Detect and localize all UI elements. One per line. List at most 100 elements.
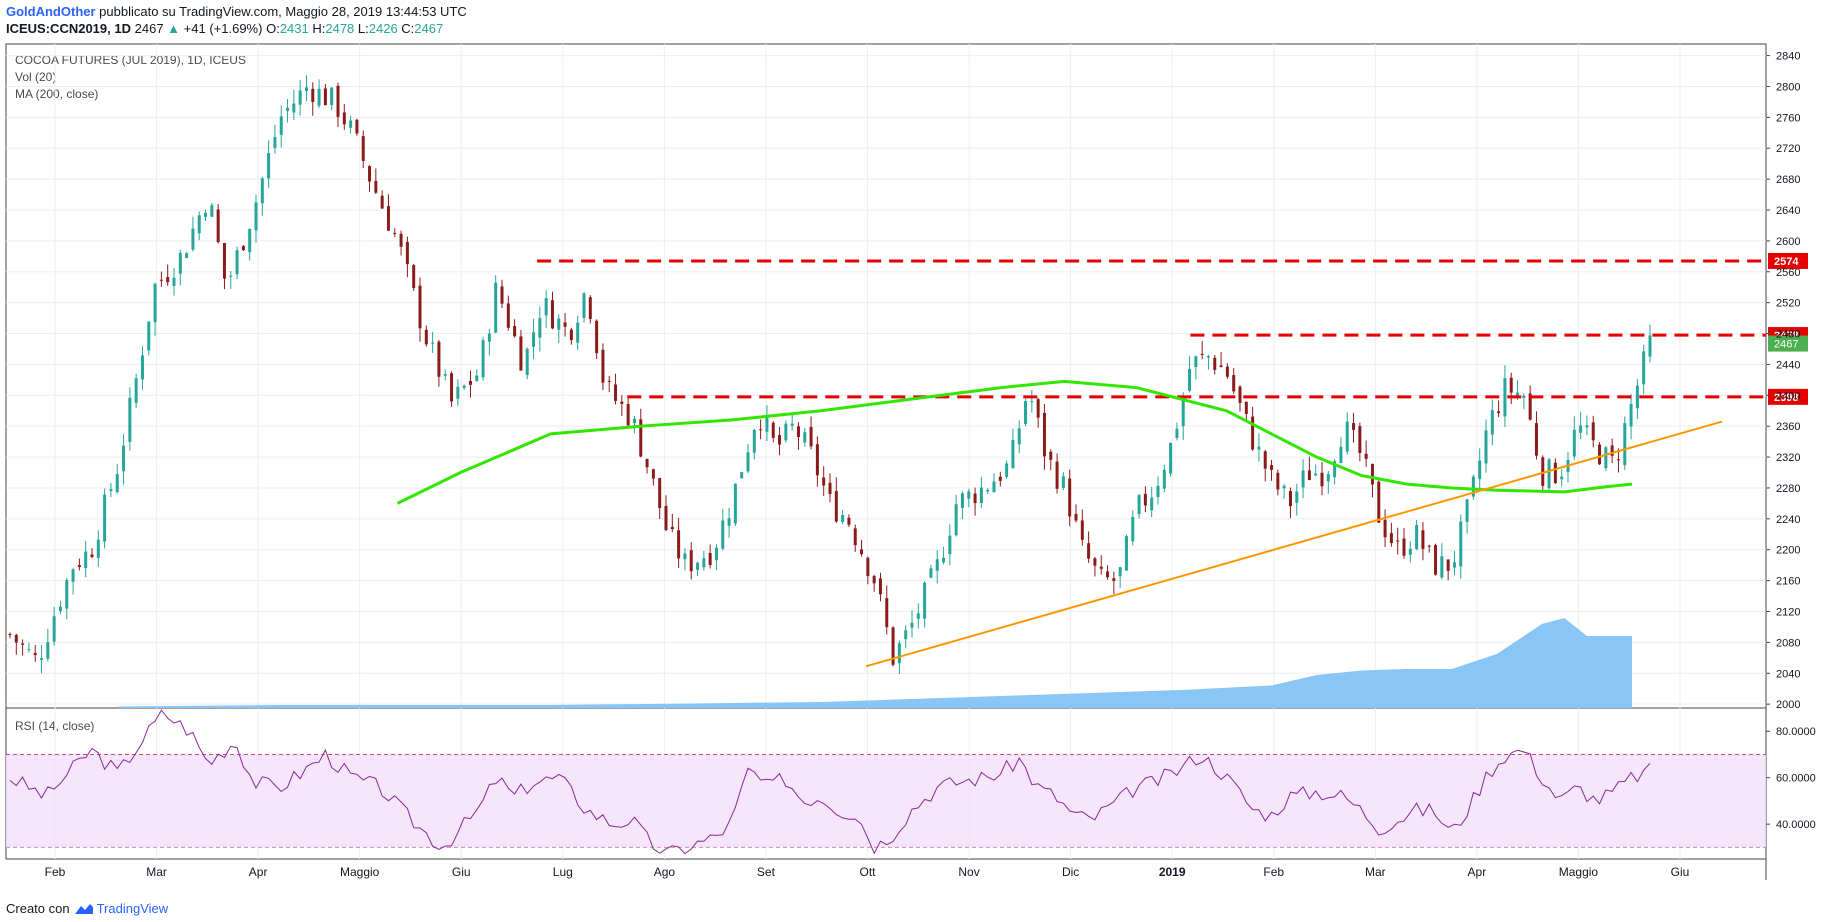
candle-body [216, 209, 220, 243]
candle-body [513, 326, 517, 337]
candle-body [286, 107, 290, 112]
y-tick-label: 2160 [1776, 576, 1800, 588]
x-tick-label: Apr [249, 865, 268, 879]
candle-body [46, 642, 50, 659]
volume-legend: Vol (20) [15, 70, 56, 84]
y-tick-label: 2200 [1776, 545, 1800, 557]
candle-body [1452, 562, 1456, 568]
tradingview-link[interactable]: TradingView [74, 901, 168, 916]
candle-body [368, 166, 372, 182]
candle-body [355, 119, 359, 134]
candle-body [424, 329, 428, 345]
footer: Creato con TradingView [6, 901, 168, 916]
candle-body [267, 152, 271, 179]
candle-body [1251, 416, 1255, 450]
candle-body [1143, 493, 1147, 506]
candle-body [1200, 353, 1204, 355]
candle-body [1112, 578, 1116, 581]
candle-body [405, 241, 409, 265]
candle-body [1440, 556, 1444, 578]
x-tick-label: Giu [1671, 865, 1690, 879]
candle-body [330, 87, 334, 105]
candle-body [386, 206, 390, 231]
candle-body [437, 341, 441, 377]
candle-body [1225, 366, 1229, 377]
candle-body [487, 333, 491, 342]
y-tick-label: 2120 [1776, 606, 1800, 618]
support-trendline [865, 420, 1723, 668]
candle-body [1270, 465, 1274, 470]
candle-body [897, 643, 901, 664]
y-tick-label: 2680 [1776, 174, 1800, 186]
candle-body [1238, 386, 1242, 403]
candle-body [923, 582, 927, 619]
candle-body [1181, 395, 1185, 427]
candle-body [658, 478, 662, 509]
candle-body [532, 332, 536, 347]
candle-body [197, 215, 201, 234]
candle-body [1011, 440, 1015, 469]
y-tick-label: 2720 [1776, 143, 1800, 155]
candle-body [1333, 461, 1337, 478]
ma-legend: MA (200, close) [15, 87, 98, 101]
candle-body [954, 504, 958, 536]
candle-body [1616, 459, 1620, 461]
level-price-tag [1768, 388, 1808, 405]
candle-body [1648, 335, 1652, 357]
candle-body [1604, 447, 1608, 469]
candle-body [210, 205, 214, 217]
candle-body [1257, 446, 1261, 450]
candle-body [1276, 472, 1280, 490]
author-name[interactable]: GoldAndOther [6, 4, 96, 19]
candle-body [1484, 430, 1488, 464]
candle-body [222, 242, 226, 279]
candle-body [1560, 476, 1564, 480]
high-label: H: [312, 21, 326, 36]
candle-body [815, 444, 819, 476]
x-tick-label: Maggio [340, 865, 380, 879]
candle-body [166, 277, 170, 283]
rsi-tick-label: 80.0000 [1776, 726, 1816, 738]
candle-body [1024, 401, 1028, 424]
candle-body [796, 426, 800, 438]
candle-body [1478, 460, 1482, 480]
candle-body [670, 526, 674, 530]
overlays: 2574247823982467 [396, 252, 1808, 668]
candle-body [765, 417, 769, 432]
candle-body [1282, 485, 1286, 489]
candle-body [752, 429, 756, 453]
candle-body [904, 630, 908, 640]
candle-body [683, 553, 687, 560]
candle-body [1465, 499, 1469, 522]
candle-body [967, 491, 971, 499]
published-text: pubblicato su TradingView.com, Maggio 28… [99, 4, 467, 19]
candle-body [986, 489, 990, 492]
candle-body [1175, 428, 1179, 438]
candle-body [65, 580, 69, 609]
candle-body [651, 469, 655, 479]
candle-body [241, 246, 245, 251]
x-tick-label: Dic [1062, 865, 1079, 879]
close-label: C: [401, 21, 415, 36]
candle-body [998, 476, 1002, 481]
candle-body [292, 103, 296, 113]
candle-body [1415, 524, 1419, 550]
candle-body [1591, 422, 1595, 441]
candle-body [21, 643, 25, 645]
candle-body [1490, 410, 1494, 435]
candle-body [1534, 423, 1538, 456]
x-tick-label: Mar [146, 865, 167, 879]
candle-body [841, 515, 845, 523]
candle-body [1516, 392, 1520, 397]
up-triangle-icon: ▲ [167, 21, 181, 36]
candle-body [1169, 442, 1173, 474]
level-price-label: 2574 [1774, 256, 1799, 268]
candle-body [1553, 462, 1557, 484]
axis-labels: Feb Mar Apr Maggio Giu Lug Ago Set Ott Nov Dic 2019… [45, 51, 1801, 879]
candle-body [872, 575, 876, 584]
candle-body [1402, 538, 1406, 556]
candle-body [115, 474, 119, 492]
x-tick-label: Set [757, 865, 776, 879]
candle-body [323, 88, 327, 106]
